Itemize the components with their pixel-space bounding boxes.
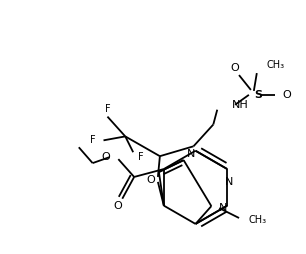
Text: CH₃: CH₃ (267, 60, 285, 70)
Text: O: O (147, 175, 155, 185)
Text: O: O (102, 152, 110, 162)
Text: N: N (219, 203, 228, 213)
Text: NH: NH (232, 100, 249, 110)
Text: F: F (90, 135, 95, 145)
Text: CH₃: CH₃ (249, 215, 267, 225)
Text: F: F (138, 152, 144, 162)
Text: F: F (105, 104, 110, 114)
Text: O: O (282, 90, 291, 100)
Text: S: S (254, 90, 262, 100)
Text: O: O (113, 201, 122, 211)
Text: N: N (225, 177, 233, 187)
Text: N: N (187, 149, 195, 159)
Text: O: O (231, 63, 239, 73)
